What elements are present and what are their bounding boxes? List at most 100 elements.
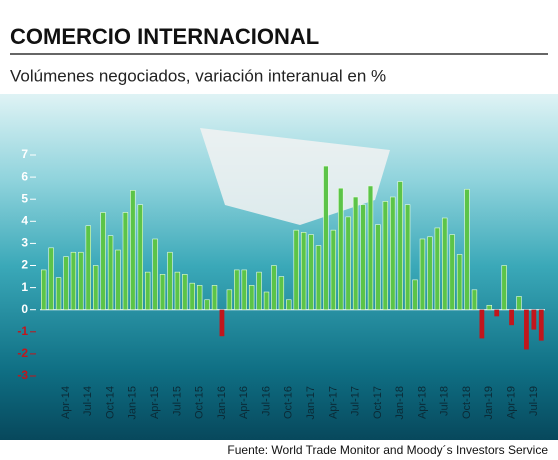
- bar: [464, 188, 470, 311]
- bar: [524, 309, 529, 350]
- chart-title: COMERCIO INTERNACIONAL: [10, 24, 319, 49]
- bar: [449, 234, 455, 310]
- x-tick-label: Jan-19: [483, 386, 495, 420]
- bar: [100, 212, 106, 311]
- x-tick-label: Jan-17: [305, 386, 317, 420]
- bar: [382, 201, 389, 311]
- bar: [390, 196, 396, 311]
- x-tick-label: Jul-15: [171, 386, 183, 416]
- bar: [330, 229, 337, 310]
- y-tick-label: -2: [17, 346, 28, 360]
- bar: [434, 227, 441, 310]
- footer: [0, 440, 558, 460]
- x-tick-label: Oct-18: [461, 386, 473, 419]
- bar: [531, 309, 537, 330]
- bar: [494, 309, 500, 317]
- bar: [501, 265, 507, 311]
- x-tick-label: Jul-17: [350, 386, 362, 416]
- x-tick-label: Jul-14: [82, 386, 94, 416]
- y-tick-label: 3: [21, 236, 28, 250]
- bar: [286, 299, 292, 311]
- y-tick-label: 5: [21, 191, 28, 205]
- bar: [509, 309, 514, 326]
- bar: [85, 225, 91, 311]
- bar: [92, 265, 99, 311]
- x-tick-label: Jan-16: [216, 386, 228, 420]
- bar: [182, 274, 188, 310]
- bar: [516, 296, 522, 311]
- bar: [219, 309, 225, 337]
- bar: [234, 269, 240, 311]
- x-tick-label: Oct-14: [104, 386, 116, 419]
- bar: [323, 165, 329, 310]
- bar: [419, 238, 426, 310]
- bar: [107, 235, 114, 310]
- bar: [144, 271, 151, 311]
- chart-subtitle: Volúmenes negociados, variación interanu…: [10, 66, 386, 85]
- x-tick-label: Oct-15: [194, 386, 206, 419]
- bar: [486, 304, 493, 310]
- bar: [211, 285, 218, 311]
- bar: [263, 291, 270, 310]
- bar: [256, 271, 262, 311]
- bar: [300, 232, 307, 311]
- bar: [226, 289, 233, 310]
- y-tick-label: 0: [21, 302, 28, 316]
- bar: [471, 289, 478, 310]
- bar: [278, 276, 285, 310]
- bar: [360, 204, 366, 311]
- y-tick-label: 6: [21, 169, 28, 183]
- bar: [352, 196, 359, 311]
- bar: [315, 245, 322, 310]
- y-tick-label: -1: [17, 324, 28, 338]
- x-tick-label: Jul-18: [439, 386, 451, 416]
- source: Fuente: World Trade Monitor and Moody´s …: [227, 443, 548, 457]
- bar: [345, 216, 351, 311]
- x-tick-label: Apr-19: [505, 386, 517, 419]
- x-tick-label: Jul-19: [528, 386, 540, 416]
- x-tick-label: Apr-16: [238, 386, 250, 419]
- x-tick-label: Jan-18: [394, 386, 406, 420]
- bar: [538, 309, 544, 341]
- bar: [412, 279, 418, 310]
- bar: [78, 251, 84, 311]
- bar: [338, 187, 344, 310]
- x-tick-label: Oct-17: [372, 386, 384, 419]
- bar: [404, 204, 411, 311]
- x-tick-label: Apr-15: [149, 386, 161, 419]
- y-tick-label: 2: [21, 258, 28, 272]
- bar: [479, 309, 485, 339]
- y-tick-label: 1: [21, 280, 28, 294]
- y-tick-label: 7: [21, 147, 28, 161]
- y-tick-label: 4: [21, 213, 28, 227]
- x-tick-label: Apr-17: [327, 386, 339, 419]
- bar: [375, 224, 381, 311]
- x-tick-label: Jul-16: [260, 386, 272, 416]
- bar: [397, 181, 403, 310]
- bar: [196, 285, 203, 311]
- bar: [152, 238, 158, 310]
- bar: [367, 185, 374, 311]
- bar: [63, 256, 69, 311]
- bar: [293, 229, 299, 310]
- bar: [122, 212, 129, 311]
- bar: [167, 251, 173, 311]
- bar: [189, 282, 195, 310]
- x-tick-label: Apr-18: [416, 386, 428, 419]
- bar: [48, 247, 54, 311]
- y-tick-label: -3: [17, 368, 28, 382]
- bar: [130, 190, 136, 310]
- bar: [115, 249, 121, 310]
- bar: [174, 271, 181, 311]
- bar: [442, 217, 448, 310]
- bar: [70, 251, 77, 311]
- bar: [456, 254, 463, 310]
- bar: [41, 269, 47, 311]
- x-tick-label: Apr-14: [60, 386, 72, 419]
- bar: [241, 269, 247, 311]
- bar: [204, 299, 210, 311]
- bar: [159, 274, 166, 310]
- x-tick-label: Jan-15: [127, 386, 139, 420]
- bar: [308, 234, 314, 310]
